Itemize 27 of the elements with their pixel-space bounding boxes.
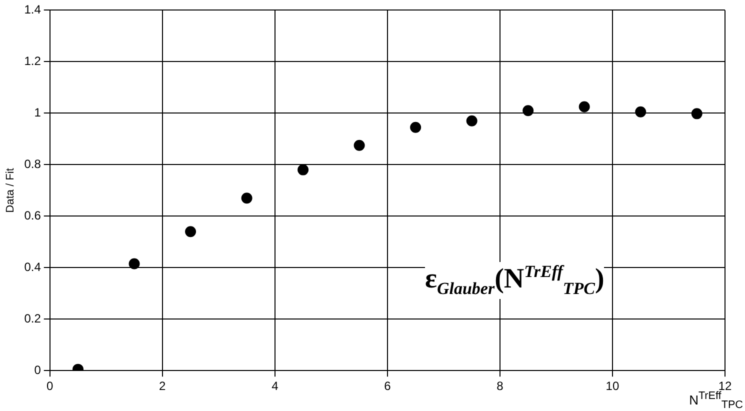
y-tick-label: 0 [34, 362, 42, 377]
y-tick-label: 1 [34, 105, 42, 120]
y-tick-label: 0.4 [24, 260, 42, 274]
point [410, 122, 422, 133]
y-axis-title: Data / Fit [4, 168, 17, 213]
x-tick-label: 4 [272, 379, 279, 394]
point [522, 105, 534, 116]
x-tick-label: 8 [496, 379, 504, 394]
x-tick-label: 2 [159, 379, 166, 394]
point [298, 164, 309, 176]
point [354, 140, 365, 151]
annotation: ε$_{Glauber}$(N$^{TrEff}$$_{TPC}$) [425, 262, 604, 299]
y-tick-label: 1.4 [24, 2, 42, 17]
x-tick-label: 0 [46, 379, 54, 394]
point [578, 101, 590, 112]
x-tick-label: 6 [384, 379, 392, 394]
y-tick-label: 1.2 [24, 54, 42, 68]
y-tick-label: 0.2 [24, 311, 42, 326]
point [466, 115, 478, 126]
point [185, 226, 196, 238]
y-tick-label: 0.6 [24, 208, 42, 222]
point [691, 108, 702, 120]
y-tick-label: 0.8 [24, 156, 42, 171]
point [635, 106, 646, 118]
x-tick-label: 10 [606, 379, 620, 394]
point [128, 258, 140, 270]
point [241, 192, 252, 204]
